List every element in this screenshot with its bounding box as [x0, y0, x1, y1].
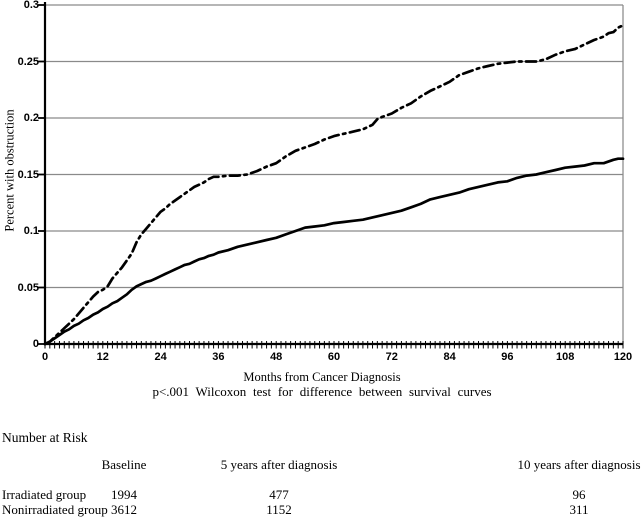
y-tick-label: 0	[32, 338, 39, 350]
risk-value: 477	[269, 487, 289, 502]
x-tick-label: 12	[96, 351, 109, 363]
risk-value: 96	[572, 487, 586, 502]
x-tick-label: 84	[443, 351, 456, 363]
x-tick-label: 72	[385, 351, 398, 363]
y-tick-label: 0.2	[23, 112, 39, 124]
risk-value: 3612	[111, 502, 137, 517]
risk-value: 311	[569, 502, 589, 517]
x-tick-label: 0	[41, 351, 49, 363]
risk-col-header-10yr: 10 years after diagnosis	[517, 457, 641, 472]
x-tick-label: 48	[270, 351, 283, 363]
x-tick-label: 108	[556, 351, 575, 363]
x-tick-label: 60	[327, 351, 341, 363]
y-tick-label: 0.3	[23, 0, 39, 11]
risk-row-label-nonirradiated: Nonirradiated group	[2, 502, 108, 517]
y-axis-title: Percent with obstruction	[2, 109, 17, 232]
y-tick-label: 0.25	[17, 55, 39, 68]
curve-nonirradiated	[43, 157, 625, 346]
risk-table-title: Number at Risk	[2, 430, 88, 445]
y-tick-label: 0.1	[23, 225, 39, 237]
x-tick-label: 24	[154, 351, 167, 363]
risk-row-label-irradiated: Irradiated group	[2, 487, 87, 502]
risk-col-header-5yr: 5 years after diagnosis	[220, 457, 338, 472]
risk-value: 1994	[111, 487, 137, 502]
pvalue-annotation: p<.001 Wilcoxon test for difference betw…	[152, 384, 492, 399]
x-tick-label: 120	[613, 351, 633, 363]
curve-irradiated	[43, 23, 625, 346]
y-tick-label: 0.05	[17, 281, 39, 294]
x-tick-label: 96	[501, 351, 514, 363]
x-axis-title: Months from Cancer Diagnosis	[243, 370, 401, 384]
y-tick-label: 0.15	[17, 168, 39, 181]
risk-value: 1152	[266, 502, 292, 517]
x-tick-label: 36	[212, 351, 225, 363]
risk-col-header-baseline: Baseline	[101, 457, 147, 472]
survival-chart	[38, 2, 625, 349]
